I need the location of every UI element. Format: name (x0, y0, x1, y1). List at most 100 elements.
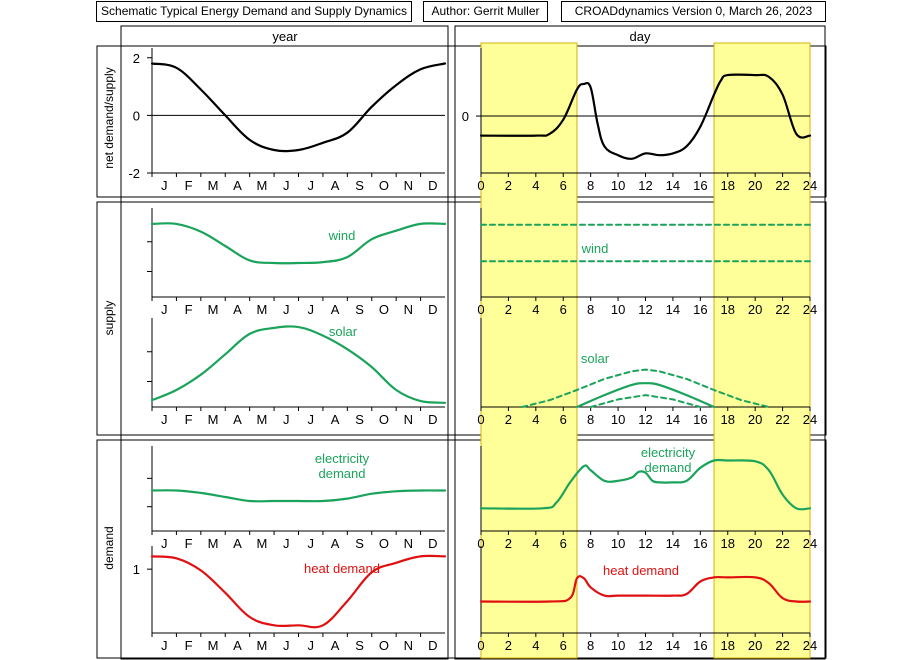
solar-day-x-tick-label: 12 (638, 412, 652, 427)
net-day-x-tick-label: 24 (803, 178, 817, 193)
row-label-supply: supply (102, 301, 116, 336)
solar-day-series-line-0 (521, 368, 770, 408)
net-day-x-tick-label: 12 (638, 178, 652, 193)
solar-year-month-label: M (256, 412, 267, 427)
elec-year-month-label: M (256, 536, 267, 551)
net-year-month-label: J (283, 178, 290, 193)
heat-year-month-label: A (331, 638, 340, 653)
net-year-y-tick-label: 0 (133, 108, 140, 123)
heat-day-x-tick-label: 16 (693, 638, 707, 653)
chart-title: Schematic Typical Energy Demand and Supp… (101, 4, 407, 18)
heat-year-month-label: J (307, 638, 314, 653)
heat-year-month-label: J (283, 638, 290, 653)
wind-year-month-label: A (233, 302, 242, 317)
heat-year-month-label: J (161, 638, 168, 653)
solar-year-month-label: J (161, 412, 168, 427)
net-day-x-tick-label: 4 (532, 178, 539, 193)
wind-day-x-tick-label: 8 (587, 302, 594, 317)
heat-day-x-tick-label: 6 (560, 638, 567, 653)
heat-year-y-tick-label: 1 (133, 562, 140, 577)
heat-day-x-tick-label: 0 (477, 638, 484, 653)
elec-year-month-label: D (428, 536, 437, 551)
wind-day-x-tick-label: 24 (803, 302, 817, 317)
wind-year-month-label: O (379, 302, 389, 317)
heat-year-month-label: O (379, 638, 389, 653)
elec-day-x-tick-label: 10 (611, 536, 625, 551)
solar-year-month-label: A (233, 412, 242, 427)
elec-day-x-tick-label: 2 (505, 536, 512, 551)
heat-year-month-label: D (428, 638, 437, 653)
net-day-x-tick-label: 0 (477, 178, 484, 193)
solar-day-x-tick-label: 20 (748, 412, 762, 427)
solar-day-x-tick-label: 16 (693, 412, 707, 427)
column-year-frame (120, 25, 449, 660)
wind-year-series-line-0 (150, 222, 447, 265)
heat-day-x-tick-label: 18 (721, 638, 735, 653)
net-day-x-tick-label: 14 (666, 178, 680, 193)
wind-year-month-label: S (355, 302, 364, 317)
solar-day-series-line-1 (575, 382, 716, 409)
wind-day-x-tick-label: 2 (505, 302, 512, 317)
net-day-x-tick-label: 20 (748, 178, 762, 193)
elec-year-month-label: M (208, 536, 219, 551)
elec-day-x-tick-label: 16 (693, 536, 707, 551)
net-year-month-label: A (233, 178, 242, 193)
solar-year-month-label: N (404, 412, 413, 427)
elec-year-month-label: N (404, 536, 413, 551)
heat-year-month-label: M (208, 638, 219, 653)
daytime-highlights (480, 42, 811, 659)
net-year-month-label: F (185, 178, 193, 193)
elec-year-month-label: J (283, 536, 290, 551)
net-year-month-label: N (404, 178, 413, 193)
wind-day-x-tick-label: 6 (560, 302, 567, 317)
column-day-frame (454, 25, 826, 660)
net-year-month-label: S (355, 178, 364, 193)
solar-year-month-label: S (355, 412, 364, 427)
wind-day-x-tick-label: 0 (477, 302, 484, 317)
net-year-y-tick-label: -2 (128, 166, 140, 181)
elec-day-x-tick-label: 20 (748, 536, 762, 551)
author-box: Author: Gerrit Muller (423, 1, 548, 22)
wind-year-month-label: A (331, 302, 340, 317)
net-day-x-tick-label: 2 (505, 178, 512, 193)
wind-day-x-tick-label: 18 (721, 302, 735, 317)
net-day-x-tick-label: 10 (611, 178, 625, 193)
heat-year-series-label: heat demand (304, 561, 380, 576)
net-day-x-tick-label: 8 (587, 178, 594, 193)
net-year-month-label: A (331, 178, 340, 193)
heat-year-month-label: N (404, 638, 413, 653)
heat-day-x-tick-label: 14 (666, 638, 680, 653)
wind-day-x-tick-label: 14 (666, 302, 680, 317)
solar-year-month-label: F (185, 412, 193, 427)
net-year-month-label: M (256, 178, 267, 193)
row-label-net: net demand/supply (102, 67, 116, 168)
net-day-x-tick-label: 18 (721, 178, 735, 193)
heat-year-chart: J F M A M J J A S O N D1 heat demand (133, 546, 447, 653)
solar-year-month-label: J (307, 412, 314, 427)
net-year-chart: J F M A M J J A S O N D20-2 (128, 48, 447, 193)
wind-day-x-tick-label: 12 (638, 302, 652, 317)
net-year-month-label: J (307, 178, 314, 193)
elec-year-month-label: S (355, 536, 364, 551)
heat-year-month-label: M (256, 638, 267, 653)
heat-year-month-label: F (185, 638, 193, 653)
net-year-month-label: D (428, 178, 437, 193)
elec-year-month-label: J (307, 536, 314, 551)
net-day-chart: 0 2 4 6 8 10 12 14 16 18 20 22 240 (462, 48, 817, 193)
title-box: Schematic Typical Energy Demand and Supp… (96, 1, 412, 22)
net-day-x-tick-label: 22 (775, 178, 789, 193)
heat-day-x-tick-label: 22 (775, 638, 789, 653)
heat-day-x-tick-label: 8 (587, 638, 594, 653)
solar-day-x-tick-label: 14 (666, 412, 680, 427)
heat-year-month-label: A (233, 638, 242, 653)
solar-day-x-tick-label: 4 (532, 412, 539, 427)
heat-day-series-label: heat demand (603, 563, 679, 578)
solar-day-x-tick-label: 6 (560, 412, 567, 427)
elec-day-x-tick-label: 22 (775, 536, 789, 551)
net-day-x-tick-label: 6 (560, 178, 567, 193)
